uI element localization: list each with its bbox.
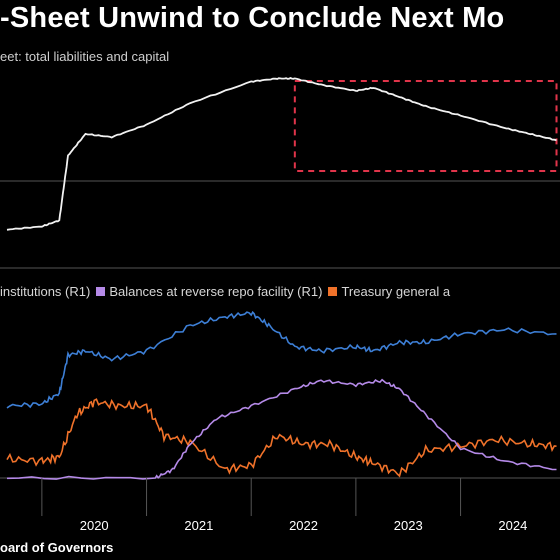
legend-swatch-orange	[328, 287, 338, 296]
x-tick-label: 2021	[184, 518, 213, 533]
source-note: oard of Governors	[0, 540, 114, 555]
series-line-treasury-general-account	[6, 398, 557, 478]
x-tick-label: 2024	[498, 518, 527, 533]
legend-item-reverse-repo: Balances at reverse repo facility (R1)	[109, 284, 323, 299]
highlight-box	[293, 80, 558, 172]
chart-subtitle: eet: total liabilities and capital	[0, 49, 170, 64]
x-tick-label: 2020	[80, 518, 109, 533]
x-tick-label: 2022	[289, 518, 318, 533]
gridlines	[0, 180, 560, 479]
legend: institutions (R1) Balances at reverse rep…	[0, 284, 450, 299]
x-axis: 2020 2021 2022 2023 2024	[41, 478, 527, 533]
legend-swatch-purple	[96, 287, 106, 296]
series-line-total-liabilities	[6, 77, 557, 231]
chart-title: -Sheet Unwind to Conclude Next Mo	[0, 2, 505, 34]
x-tick-label: 2023	[394, 518, 423, 533]
series-line-institutions	[6, 310, 557, 409]
legend-item-institutions: institutions (R1)	[0, 284, 91, 299]
legend-item-treasury: Treasury general a	[341, 284, 451, 299]
series-line-reverse-repo	[6, 378, 557, 480]
